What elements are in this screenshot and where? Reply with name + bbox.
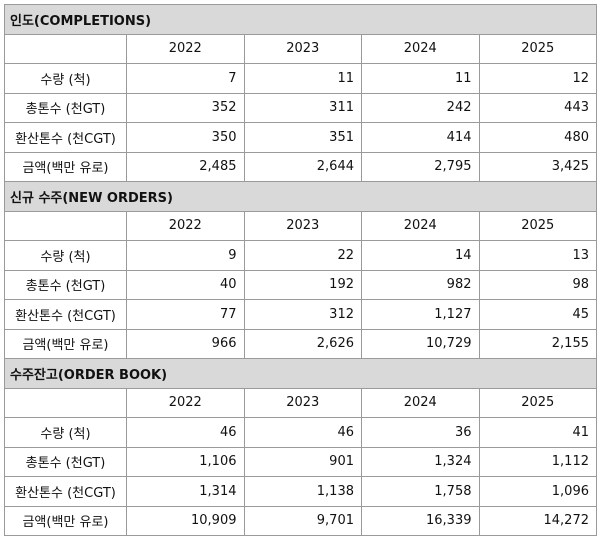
year-header-cell: 2022 bbox=[126, 387, 245, 418]
section-header-new-orders: 신규 수주(NEW ORDERS) bbox=[4, 181, 597, 212]
section-header-completions: 인도(COMPLETIONS) bbox=[4, 4, 597, 35]
value-cell: 312 bbox=[243, 299, 362, 330]
table-row-amount: 금액(백만 유로) 966 2,626 10,729 2,155 bbox=[4, 328, 597, 359]
row-label: 환산톤수 (천CGT) bbox=[4, 476, 127, 507]
table-row-gross-tonnage: 총톤수 (천GT) 40 192 982 98 bbox=[4, 269, 597, 300]
value-cell: 2,626 bbox=[243, 328, 362, 359]
value-cell: 2,485 bbox=[126, 151, 245, 182]
year-header-row: 2022 2023 2024 2025 bbox=[4, 33, 597, 64]
value-cell: 10,909 bbox=[126, 505, 245, 536]
value-cell: 311 bbox=[243, 92, 362, 123]
value-cell: 1,112 bbox=[478, 446, 597, 477]
year-header-cell: 2024 bbox=[361, 210, 480, 241]
table-row-cgt: 환산톤수 (천CGT) 77 312 1,127 45 bbox=[4, 299, 597, 330]
value-cell: 9 bbox=[126, 240, 245, 271]
value-cell: 46 bbox=[126, 417, 245, 448]
value-cell: 1,127 bbox=[361, 299, 480, 330]
value-cell: 2,795 bbox=[361, 151, 480, 182]
table-row-gross-tonnage: 총톤수 (천GT) 352 311 242 443 bbox=[4, 92, 597, 123]
value-cell: 352 bbox=[126, 92, 245, 123]
table-row-amount: 금액(백만 유로) 10,909 9,701 16,339 14,272 bbox=[4, 505, 597, 536]
table-body: 인도(COMPLETIONS) 2022 2023 2024 2025 수량 (척) 7 11… bbox=[4, 4, 597, 536]
empty-header-cell bbox=[4, 210, 127, 241]
empty-header-cell bbox=[4, 33, 127, 64]
section-header-order-book: 수주잔고(ORDER BOOK) bbox=[4, 358, 597, 389]
value-cell: 45 bbox=[478, 299, 597, 330]
row-label: 금액(백만 유로) bbox=[4, 328, 127, 359]
year-header-cell: 2025 bbox=[478, 387, 597, 418]
row-label: 총톤수 (천GT) bbox=[4, 269, 127, 300]
row-label: 수량 (척) bbox=[4, 63, 127, 94]
empty-header-cell bbox=[4, 387, 127, 418]
value-cell: 77 bbox=[126, 299, 245, 330]
row-label: 수량 (척) bbox=[4, 417, 127, 448]
value-cell: 480 bbox=[478, 122, 597, 153]
value-cell: 1,096 bbox=[478, 476, 597, 507]
year-header-cell: 2025 bbox=[478, 210, 597, 241]
value-cell: 1,106 bbox=[126, 446, 245, 477]
table-row-cgt: 환산톤수 (천CGT) 350 351 414 480 bbox=[4, 122, 597, 153]
value-cell: 443 bbox=[478, 92, 597, 123]
year-header-cell: 2024 bbox=[361, 33, 480, 64]
year-header-row: 2022 2023 2024 2025 bbox=[4, 210, 597, 241]
value-cell: 351 bbox=[243, 122, 362, 153]
value-cell: 350 bbox=[126, 122, 245, 153]
value-cell: 1,758 bbox=[361, 476, 480, 507]
value-cell: 1,314 bbox=[126, 476, 245, 507]
value-cell: 16,339 bbox=[361, 505, 480, 536]
row-label: 금액(백만 유로) bbox=[4, 151, 127, 182]
value-cell: 1,138 bbox=[243, 476, 362, 507]
row-label: 금액(백만 유로) bbox=[4, 505, 127, 536]
value-cell: 22 bbox=[243, 240, 362, 271]
table-row-quantity: 수량 (척) 46 46 36 41 bbox=[4, 417, 597, 448]
value-cell: 98 bbox=[478, 269, 597, 300]
year-header-cell: 2023 bbox=[243, 210, 362, 241]
value-cell: 10,729 bbox=[361, 328, 480, 359]
year-header-cell: 2023 bbox=[243, 387, 362, 418]
value-cell: 242 bbox=[361, 92, 480, 123]
value-cell: 41 bbox=[478, 417, 597, 448]
value-cell: 14 bbox=[361, 240, 480, 271]
year-header-row: 2022 2023 2024 2025 bbox=[4, 387, 597, 418]
value-cell: 2,644 bbox=[243, 151, 362, 182]
value-cell: 11 bbox=[243, 63, 362, 94]
value-cell: 966 bbox=[126, 328, 245, 359]
year-header-cell: 2023 bbox=[243, 33, 362, 64]
section-title: 수주잔고(ORDER BOOK) bbox=[4, 358, 597, 389]
row-label: 총톤수 (천GT) bbox=[4, 446, 127, 477]
value-cell: 1,324 bbox=[361, 446, 480, 477]
value-cell: 12 bbox=[478, 63, 597, 94]
value-cell: 2,155 bbox=[478, 328, 597, 359]
value-cell: 192 bbox=[243, 269, 362, 300]
section-title: 신규 수주(NEW ORDERS) bbox=[4, 181, 597, 212]
value-cell: 40 bbox=[126, 269, 245, 300]
value-cell: 11 bbox=[361, 63, 480, 94]
year-header-cell: 2024 bbox=[361, 387, 480, 418]
value-cell: 14,272 bbox=[478, 505, 597, 536]
row-label: 총톤수 (천GT) bbox=[4, 92, 127, 123]
year-header-cell: 2025 bbox=[478, 33, 597, 64]
table-row-amount: 금액(백만 유로) 2,485 2,644 2,795 3,425 bbox=[4, 151, 597, 182]
value-cell: 901 bbox=[243, 446, 362, 477]
value-cell: 46 bbox=[243, 417, 362, 448]
value-cell: 13 bbox=[478, 240, 597, 271]
row-label: 환산톤수 (천CGT) bbox=[4, 122, 127, 153]
value-cell: 982 bbox=[361, 269, 480, 300]
value-cell: 7 bbox=[126, 63, 245, 94]
row-label: 수량 (척) bbox=[4, 240, 127, 271]
table-row-cgt: 환산톤수 (천CGT) 1,314 1,138 1,758 1,096 bbox=[4, 476, 597, 507]
value-cell: 36 bbox=[361, 417, 480, 448]
year-header-cell: 2022 bbox=[126, 33, 245, 64]
value-cell: 414 bbox=[361, 122, 480, 153]
value-cell: 3,425 bbox=[478, 151, 597, 182]
row-label: 환산톤수 (천CGT) bbox=[4, 299, 127, 330]
shipbuilding-stats-table: 인도(COMPLETIONS) 2022 2023 2024 2025 수량 (척) 7 11… bbox=[4, 4, 597, 536]
year-header-cell: 2022 bbox=[126, 210, 245, 241]
table-row-quantity: 수량 (척) 9 22 14 13 bbox=[4, 240, 597, 271]
section-title: 인도(COMPLETIONS) bbox=[4, 4, 597, 35]
value-cell: 9,701 bbox=[243, 505, 362, 536]
table-row-quantity: 수량 (척) 7 11 11 12 bbox=[4, 63, 597, 94]
table-row-gross-tonnage: 총톤수 (천GT) 1,106 901 1,324 1,112 bbox=[4, 446, 597, 477]
